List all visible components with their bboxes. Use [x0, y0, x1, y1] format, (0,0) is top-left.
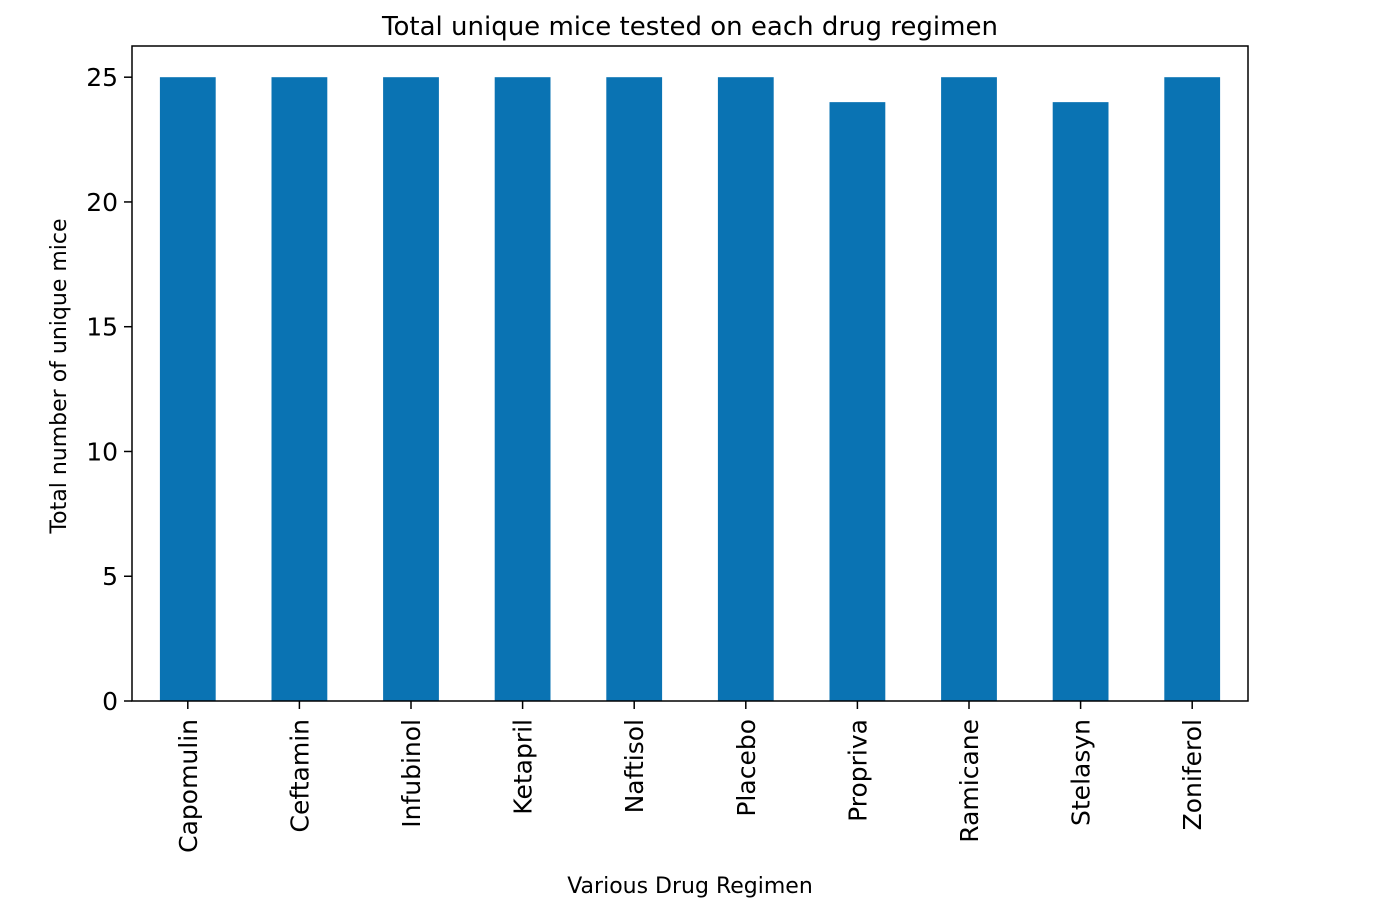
y-tick-label: 25	[86, 63, 118, 92]
bar-stelasyn	[1052, 102, 1109, 701]
y-axis-ticks: 0 5 10 15 20 25	[86, 63, 132, 716]
bar-capomulin	[159, 77, 216, 701]
x-tick-label: Ketapril	[509, 719, 538, 815]
x-tick-label: Infubinol	[397, 719, 426, 828]
y-tick-label: 0	[102, 687, 118, 716]
bar-naftisol	[606, 77, 663, 701]
bars-group	[159, 77, 1221, 701]
x-tick-label: Placebo	[732, 719, 761, 817]
x-tick-label: Ramicane	[955, 719, 984, 843]
bar-zoniferol	[1164, 77, 1221, 701]
y-axis-label: Total number of unique mice	[47, 218, 72, 534]
plot-frame	[131, 45, 1249, 702]
bar-ramicane	[941, 77, 997, 701]
bar-ketapril	[494, 77, 551, 701]
y-tick-label: 15	[86, 313, 118, 342]
x-tick-label: Stelasyn	[1067, 719, 1096, 826]
x-axis-ticks: Capomulin Ceftamin Infubinol Ketapril Naftis…	[174, 701, 1207, 853]
x-tick-label: Naftisol	[620, 719, 649, 813]
bar-ceftamin	[271, 77, 328, 701]
y-tick-label: 10	[86, 437, 118, 466]
bar-placebo	[717, 77, 774, 701]
x-tick-label: Propriva	[843, 719, 872, 822]
x-axis-label: Various Drug Regimen	[567, 874, 813, 899]
chart-title: Total unique mice tested on each drug re…	[381, 12, 998, 42]
y-tick-label: 20	[86, 188, 118, 217]
x-tick-label: Capomulin	[174, 719, 203, 853]
x-tick-label: Ceftamin	[285, 719, 314, 832]
bar-infubinol	[383, 77, 439, 701]
x-tick-label: Zoniferol	[1178, 719, 1207, 830]
y-tick-label: 5	[102, 562, 118, 591]
bar-propriva	[829, 102, 886, 701]
